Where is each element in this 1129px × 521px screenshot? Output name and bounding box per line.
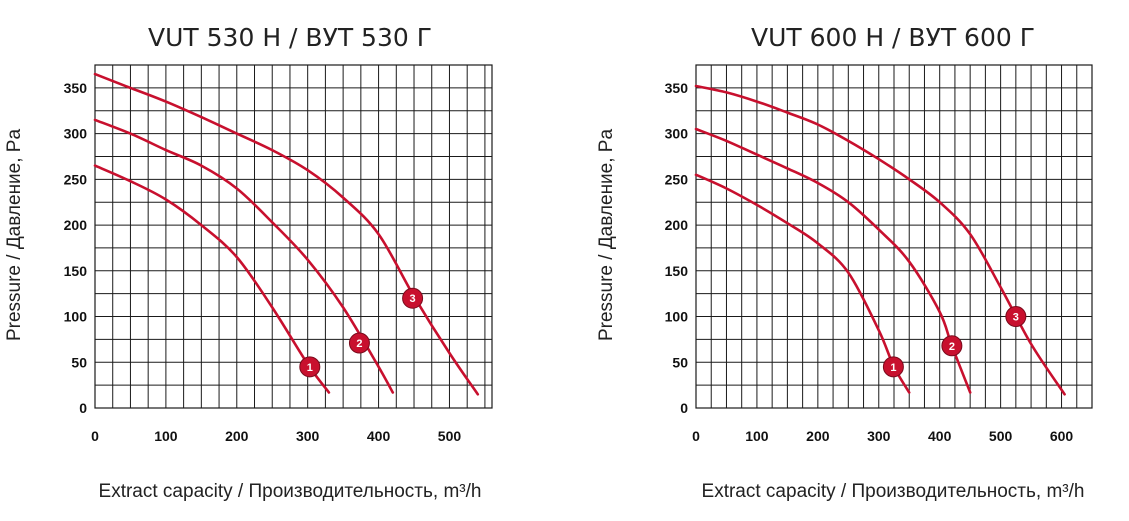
series-marker-3: 3 [402, 287, 424, 309]
y-tick-label: 150 [64, 263, 88, 279]
x-axis-label: Extract capacity / Производительность, m… [99, 481, 482, 502]
plot-frame [94, 64, 493, 409]
y-tick-label: 0 [79, 400, 87, 416]
x-tick-label: 600 [1050, 428, 1074, 444]
series-group: 1 2 3 [694, 84, 1066, 396]
series-marker-circle [402, 287, 424, 309]
y-tick-label: 200 [665, 217, 689, 233]
x-tick-label: 200 [806, 428, 830, 444]
series-marker-1: 1 [299, 356, 321, 378]
series-marker-label: 2 [949, 341, 955, 353]
y-axis-label: Pressure / Давление, Pa [596, 129, 617, 342]
y-tick-label: 300 [64, 126, 88, 142]
series-group: 1 2 3 [93, 72, 480, 396]
series-marker-3: 3 [1005, 306, 1027, 328]
x-tick-label: 200 [225, 428, 249, 444]
grid [695, 64, 1093, 409]
x-tick-label: 100 [745, 428, 769, 444]
series-marker-circle [882, 356, 904, 378]
x-tick-label: 0 [91, 428, 99, 444]
series-line-2 [93, 118, 395, 394]
y-tick-label: 350 [64, 80, 88, 96]
grid [94, 64, 493, 409]
x-tick-label: 100 [154, 428, 178, 444]
plot-frame [695, 64, 1093, 409]
series-marker-circle [941, 335, 963, 357]
chart-title: VUT 530 H / ВУТ 530 Г [148, 23, 432, 52]
x-tick-label: 400 [367, 428, 391, 444]
series-marker-label: 2 [356, 338, 362, 350]
y-axis-label: Pressure / Давление, Pa [4, 129, 25, 342]
series-marker-label: 1 [307, 362, 313, 374]
x-axis-label: Extract capacity / Производительность, m… [702, 481, 1085, 502]
y-tick-label: 300 [665, 126, 689, 142]
y-tick-label: 200 [64, 217, 88, 233]
y-tick-label: 50 [71, 354, 87, 370]
tick-labels: 0 50 100 150 200 250 300 350 0 100 200 300 400 500 600 [665, 80, 1074, 444]
y-tick-label: 150 [665, 263, 689, 279]
x-tick-label: 500 [438, 428, 462, 444]
chart-title: VUT 600 H / ВУТ 600 Г [751, 23, 1035, 52]
tick-labels: 0 50 100 150 200 250 300 350 0 100 200 300 400 500 [64, 80, 462, 444]
series-marker-label: 3 [410, 293, 416, 305]
series-marker-circle [299, 356, 321, 378]
y-tick-label: 100 [665, 309, 689, 325]
y-tick-label: 0 [680, 400, 688, 416]
series-marker-2: 2 [348, 332, 370, 354]
series-line-3 [93, 72, 480, 396]
y-tick-label: 250 [665, 171, 689, 187]
x-tick-label: 0 [692, 428, 700, 444]
series-marker-circle [348, 332, 370, 354]
series-marker-2: 2 [941, 335, 963, 357]
x-tick-label: 400 [928, 428, 952, 444]
x-tick-label: 300 [867, 428, 891, 444]
series-marker-circle [1005, 306, 1027, 328]
series-marker-label: 1 [890, 362, 896, 374]
series-line-2 [694, 127, 972, 394]
x-tick-label: 300 [296, 428, 320, 444]
y-tick-label: 250 [64, 171, 88, 187]
chart-vut-600: VUT 600 H / ВУТ 600 Г Pressure / Давлени… [596, 23, 1093, 502]
series-marker-1: 1 [882, 356, 904, 378]
series-marker-label: 3 [1013, 312, 1019, 324]
y-tick-label: 50 [672, 354, 688, 370]
y-tick-label: 350 [665, 80, 689, 96]
series-line-1 [694, 173, 911, 394]
y-tick-label: 100 [64, 309, 88, 325]
series-line-3 [694, 84, 1066, 396]
chart-vut-530: VUT 530 H / ВУТ 530 Г Pressure / Давлени… [4, 23, 493, 502]
x-tick-label: 500 [989, 428, 1013, 444]
